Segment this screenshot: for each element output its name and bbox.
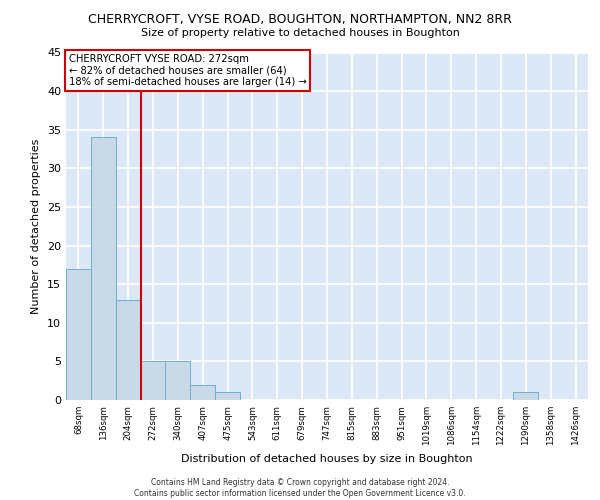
Bar: [215, 392, 240, 400]
Bar: [116, 300, 140, 400]
X-axis label: Distribution of detached houses by size in Boughton: Distribution of detached houses by size …: [181, 454, 473, 464]
Y-axis label: Number of detached properties: Number of detached properties: [31, 138, 41, 314]
Text: Size of property relative to detached houses in Boughton: Size of property relative to detached ho…: [140, 28, 460, 38]
Bar: [91, 138, 116, 400]
Bar: [140, 362, 166, 400]
Bar: [166, 362, 190, 400]
Bar: [190, 384, 215, 400]
Bar: [66, 268, 91, 400]
Text: CHERRYCROFT VYSE ROAD: 272sqm
← 82% of detached houses are smaller (64)
18% of s: CHERRYCROFT VYSE ROAD: 272sqm ← 82% of d…: [68, 54, 307, 88]
Bar: [514, 392, 538, 400]
Text: Contains HM Land Registry data © Crown copyright and database right 2024.
Contai: Contains HM Land Registry data © Crown c…: [134, 478, 466, 498]
Text: CHERRYCROFT, VYSE ROAD, BOUGHTON, NORTHAMPTON, NN2 8RR: CHERRYCROFT, VYSE ROAD, BOUGHTON, NORTHA…: [88, 12, 512, 26]
